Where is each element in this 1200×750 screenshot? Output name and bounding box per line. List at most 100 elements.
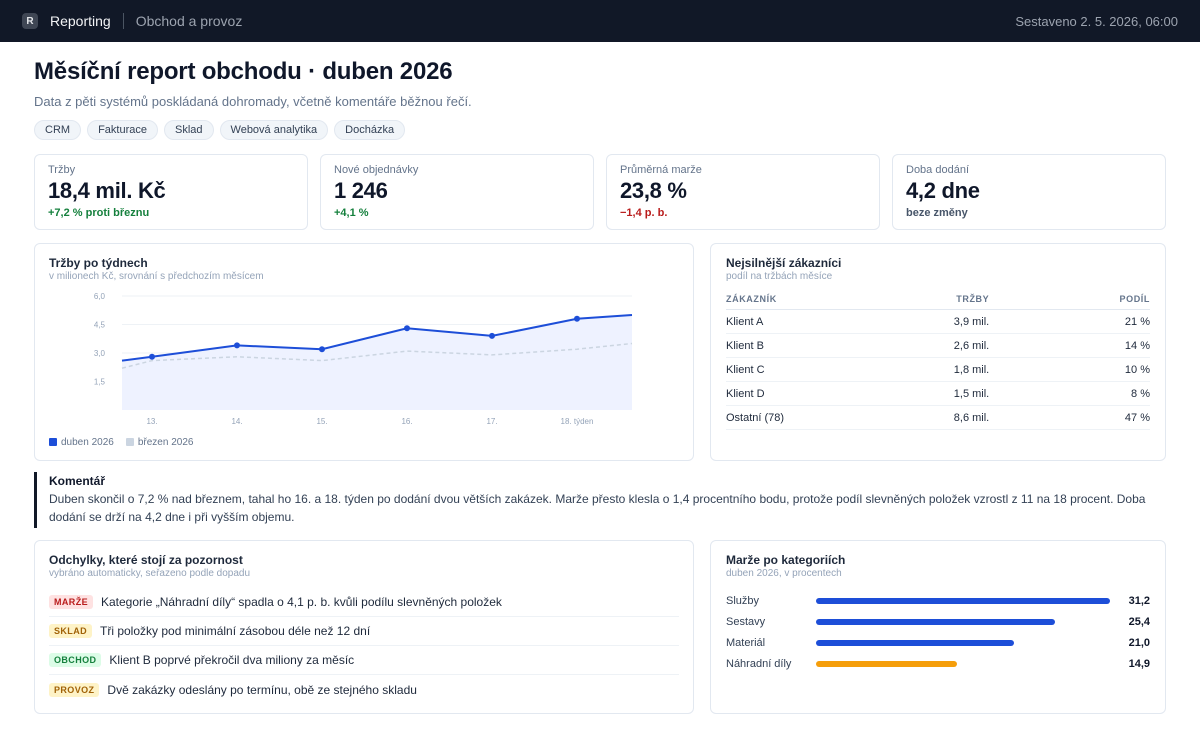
- y-tick-label: 6,0: [94, 292, 106, 301]
- data-point-april: [489, 332, 495, 339]
- series-line-march: [121, 342, 633, 369]
- line-chart: 1,5 3,0 4,5 6,0 13. 14. 15. 16. 17. 18. týden: [94, 292, 633, 426]
- y-tick-label: 3,0: [94, 349, 106, 358]
- bar-value: 31,2: [1128, 594, 1150, 607]
- x-tick-label: 14.: [231, 417, 242, 426]
- customer-revenue: 2,6 mil.: [833, 333, 1094, 358]
- kpi-value: 23,8 %: [620, 178, 687, 203]
- app-name[interactable]: Reporting: [50, 13, 111, 29]
- table-row[interactable]: Klient A 3,9 mil. 21 %: [726, 309, 1150, 334]
- chart-legend: duben 2026 březen 2026: [49, 437, 193, 448]
- category-badge: SKLAD: [49, 624, 92, 638]
- customer-share: 47 %: [1093, 405, 1150, 430]
- source-tag-sklad[interactable]: Sklad: [163, 120, 214, 140]
- customer-revenue: 3,9 mil.: [833, 309, 1094, 334]
- source-tag-crm[interactable]: CRM: [34, 120, 82, 140]
- top-bar: R Reporting Obchod a provoz Sestaveno 2.…: [0, 0, 1200, 42]
- bar-row[interactable]: Služby 31,2: [726, 590, 1150, 611]
- bar-track: [816, 660, 1110, 667]
- data-point-april: [234, 342, 240, 349]
- customer-revenue: 1,8 mil.: [833, 357, 1094, 382]
- deviation-text: Kategorie „Náhradní díly“ spadla o 4,1 p…: [101, 595, 502, 609]
- legend-item-march[interactable]: březen 2026: [125, 437, 194, 448]
- category-badge: MARŽE: [49, 595, 93, 609]
- bar-row[interactable]: Náhradní díly 14,9: [726, 653, 1150, 674]
- deviations-list: MARŽE Kategorie „Náhradní díly“ spadla o …: [49, 588, 679, 704]
- kpi-card-delivery: Doba dodání 4,2 dne beze změny: [892, 154, 1166, 230]
- x-tick-label: 15.: [316, 417, 327, 426]
- kpi-label: Tržby: [48, 164, 76, 176]
- list-item[interactable]: OBCHOD Klient B poprvé překročil dva mili…: [49, 646, 679, 675]
- customer-share: 14 %: [1093, 333, 1150, 358]
- kpi-delta: −1,4 p. b.: [620, 207, 668, 219]
- source-tag-web[interactable]: Webová analytika: [219, 120, 329, 140]
- x-tick-label: 17.: [486, 417, 497, 426]
- series-line-april: [121, 314, 633, 362]
- legend-item-april[interactable]: duben 2026: [49, 437, 114, 448]
- deviations-title: Odchylky, které stojí za pozornost: [49, 553, 243, 567]
- customers-title: Nejsilnější zákazníci: [726, 256, 842, 270]
- x-tick-label: 18. týden: [561, 417, 594, 426]
- table-row[interactable]: Klient D 1,5 mil. 8 %: [726, 381, 1150, 406]
- category-margin-card: Marže po kategoriích duben 2026, v proce…: [710, 540, 1166, 714]
- kpi-card-orders: Nové objednávky 1 246 +4,1 %: [320, 154, 594, 230]
- kpi-value: 4,2 dne: [906, 178, 980, 203]
- generated-timestamp: Sestaveno 2. 5. 2026, 06:00: [1015, 13, 1178, 29]
- column-header-customer[interactable]: ZÁKAZNÍK: [726, 290, 834, 310]
- app-logo[interactable]: R: [22, 13, 38, 29]
- bar-track: [816, 597, 1110, 604]
- kpi-delta: +4,1 %: [334, 207, 369, 219]
- deviations-subtitle: vybráno automaticky, seřazeno podle dopa…: [49, 568, 251, 579]
- column-header-share[interactable]: PODÍL: [1093, 290, 1150, 310]
- bar-label: Materiál: [726, 636, 766, 649]
- table-row[interactable]: Klient B 2,6 mil. 14 %: [726, 333, 1150, 358]
- chart-subtitle: v milionech Kč, srovnání s předchozím mě…: [49, 271, 264, 282]
- column-header-revenue[interactable]: TRŽBY: [833, 290, 1094, 310]
- commentary-title: Komentář: [49, 474, 106, 488]
- customers-subtitle: podíl na tržbách měsíce: [726, 271, 833, 282]
- bar-fill: [816, 597, 1110, 604]
- table-row[interactable]: Ostatní (78) 8,6 mil. 47 %: [726, 405, 1150, 430]
- deviations-card: Odchylky, které stojí za pozornost vybrá…: [34, 540, 694, 714]
- bar-row[interactable]: Materiál 21,0: [726, 632, 1150, 653]
- page-subtitle: Data z pěti systémů poskládaná dohromady…: [34, 94, 472, 109]
- customer-share: 21 %: [1093, 309, 1150, 334]
- weekly-revenue-chart-card: Tržby po týdnech v milionech Kč, srovnán…: [34, 243, 694, 461]
- customer-share: 10 %: [1093, 357, 1150, 382]
- margin-title: Marže po kategoriích: [726, 553, 846, 567]
- list-item[interactable]: SKLAD Tři položky pod minimální zásobou d…: [49, 617, 679, 646]
- deviation-text: Dvě zakázky odeslány po termínu, obě ze …: [107, 682, 417, 697]
- y-tick-label: 1,5: [94, 378, 106, 387]
- kpi-label: Doba dodání: [906, 164, 969, 176]
- table-row[interactable]: Klient C 1,8 mil. 10 %: [726, 357, 1150, 382]
- margin-subtitle: duben 2026, v procentech: [726, 568, 842, 579]
- category-badge: OBCHOD: [49, 653, 102, 667]
- customer-name: Klient B: [726, 333, 834, 358]
- x-tick-label: 16.: [401, 417, 412, 426]
- list-item[interactable]: MARŽE Kategorie „Náhradní díly“ spadla o …: [49, 588, 679, 617]
- page-title: Měsíční report obchodu · duben 2026: [34, 58, 453, 85]
- deviation-text: Tři položky pod minimální zásobou déle n…: [100, 624, 371, 638]
- top-customers-card: Nejsilnější zákazníci podíl na tržbách m…: [710, 243, 1166, 461]
- bar-value: 21,0: [1128, 636, 1150, 649]
- kpi-label: Nové objednávky: [334, 164, 419, 176]
- x-tick-label: 13.: [146, 417, 157, 426]
- commentary-block: Komentář Duben skončil o 7,2 % nad březn…: [34, 472, 1166, 528]
- source-tag-dochazka[interactable]: Docházka: [334, 120, 406, 140]
- source-tag-fakturace[interactable]: Fakturace: [87, 120, 158, 140]
- source-tags: CRM Fakturace Sklad Webová analytika Doc…: [34, 120, 406, 140]
- kpi-card-margin: Průměrná marže 23,8 % −1,4 p. b.: [606, 154, 880, 230]
- bar-label: Služby: [726, 594, 760, 607]
- bar-fill: [816, 618, 1056, 625]
- divider: [122, 13, 124, 29]
- legend-label: březen 2026: [137, 437, 194, 448]
- bar-label: Sestavy: [726, 615, 766, 628]
- bar-track: [816, 618, 1110, 625]
- customer-name: Klient C: [726, 357, 834, 382]
- margin-bars: Služby 31,2 Sestavy 25,4 Materiál 21,0 Náhradn…: [726, 590, 1150, 674]
- list-item[interactable]: PROVOZ Dvě zakázky odeslány po termínu, o…: [49, 675, 679, 704]
- category-badge: PROVOZ: [49, 682, 100, 697]
- bar-row[interactable]: Sestavy 25,4: [726, 611, 1150, 632]
- breadcrumb-section[interactable]: Obchod a provoz: [135, 13, 243, 29]
- kpi-label: Průměrná marže: [620, 164, 702, 176]
